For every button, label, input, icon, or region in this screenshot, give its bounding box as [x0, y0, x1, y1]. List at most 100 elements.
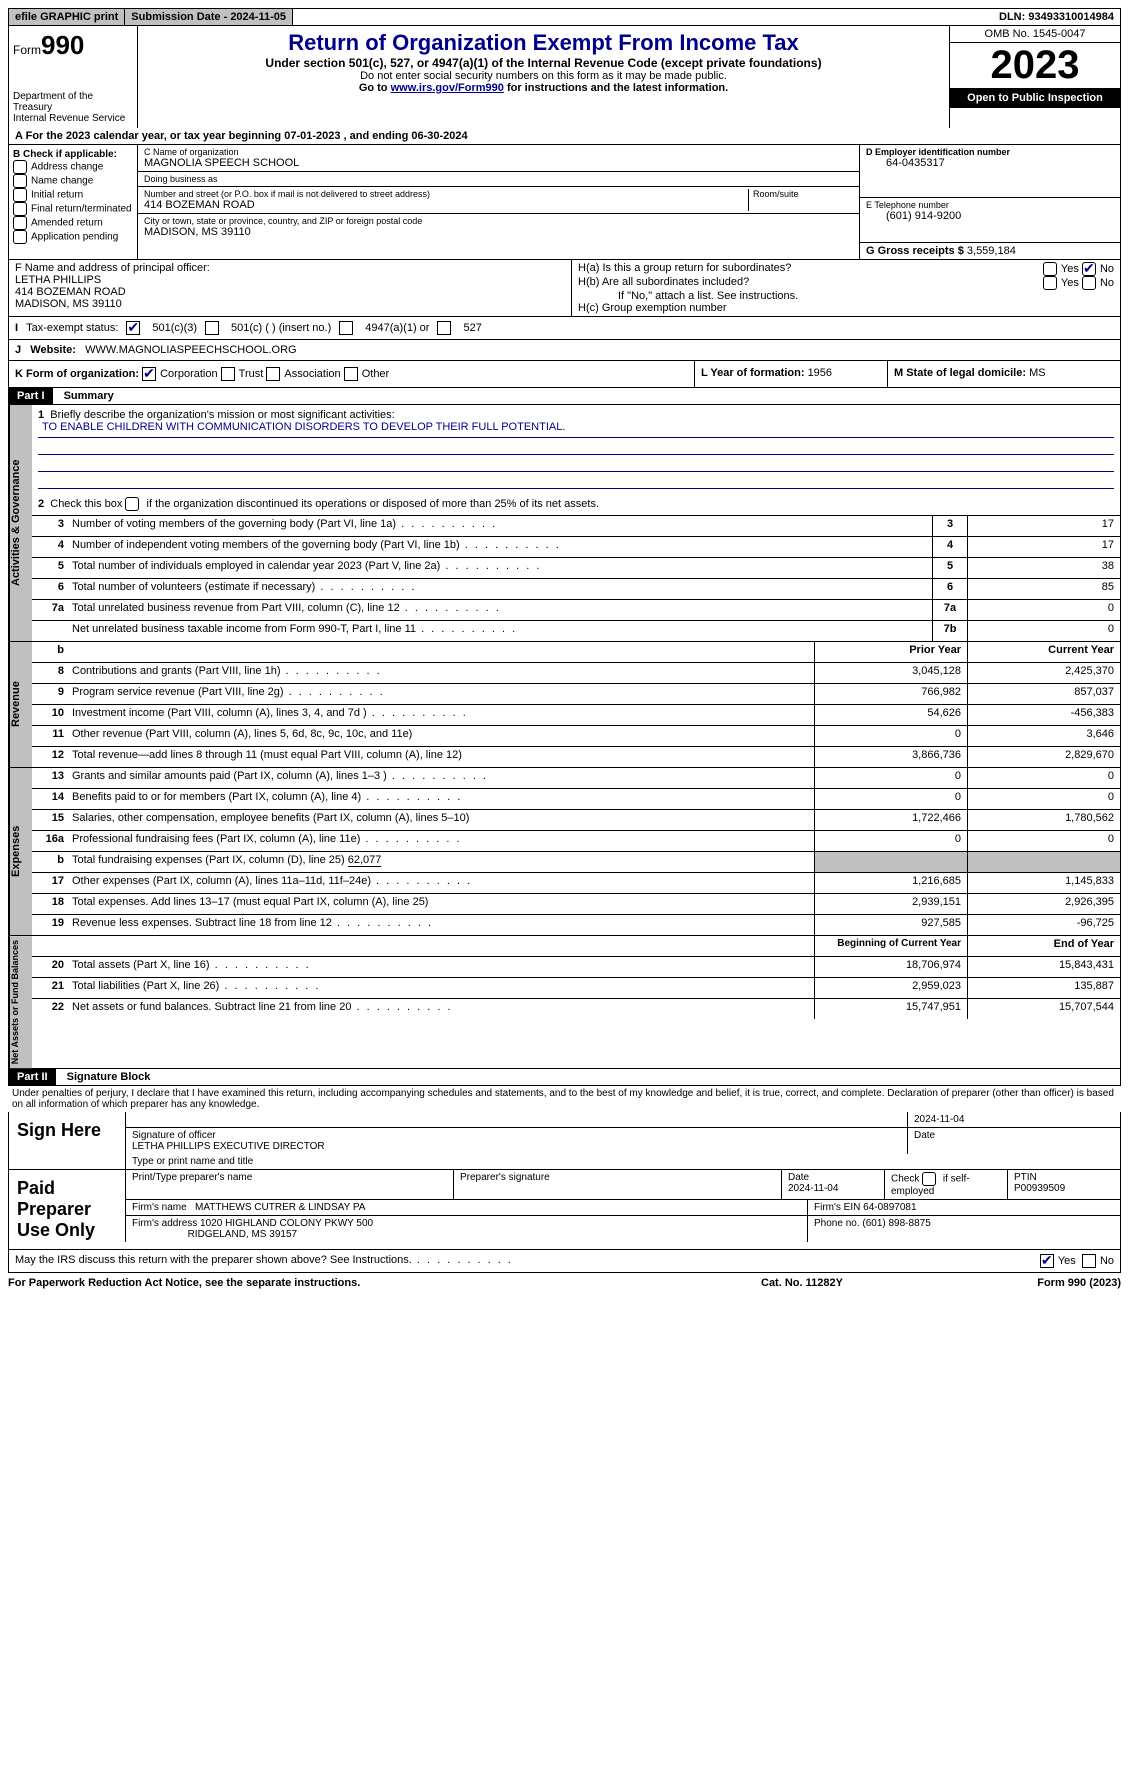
- cb-selfemp[interactable]: [922, 1172, 936, 1186]
- l7a-val: 0: [967, 600, 1120, 620]
- top-bar: efile GRAPHIC print Submission Date - 20…: [8, 8, 1121, 26]
- prep-name-label: Print/Type preparer's name: [125, 1170, 453, 1199]
- l13-prior: 0: [814, 768, 967, 788]
- ptin-label: PTIN: [1014, 1172, 1037, 1183]
- cb-name-change[interactable]: [13, 174, 27, 188]
- prep-date-label: Date: [788, 1172, 809, 1183]
- l14-curr: 0: [967, 789, 1120, 809]
- perjury-text: Under penalties of perjury, I declare th…: [8, 1086, 1121, 1112]
- l16b-shade1: [814, 852, 967, 872]
- ein-label: D Employer identification number: [866, 147, 1114, 157]
- room-label: Room/suite: [753, 189, 853, 199]
- l12-desc: Total revenue—add lines 8 through 11 (mu…: [68, 747, 814, 767]
- omb-number: OMB No. 1545-0047: [950, 26, 1120, 43]
- addr-value: 414 BOZEMAN ROAD: [144, 199, 748, 211]
- l13-desc: Grants and similar amounts paid (Part IX…: [68, 768, 814, 788]
- firm-phone-label: Phone no.: [814, 1218, 862, 1229]
- firm-addr-label: Firm's address: [132, 1218, 197, 1229]
- cb-501c3[interactable]: [126, 321, 140, 335]
- col-d-ein: D Employer identification number64-04353…: [859, 145, 1120, 259]
- l7b-val: 0: [967, 621, 1120, 641]
- cb-app-pending[interactable]: [13, 230, 27, 244]
- firm-ein-label: Firm's EIN: [814, 1202, 860, 1213]
- l17-desc: Other expenses (Part IX, column (A), lin…: [68, 873, 814, 893]
- open-public: Open to Public Inspection: [950, 88, 1120, 108]
- l3-val: 17: [967, 516, 1120, 536]
- k-label: K Form of organization:: [15, 368, 139, 380]
- mission-text: TO ENABLE CHILDREN WITH COMMUNICATION DI…: [38, 421, 1114, 438]
- cb-corp[interactable]: [142, 367, 156, 381]
- cb-final-return[interactable]: [13, 202, 27, 216]
- discuss-question: May the IRS discuss this return with the…: [15, 1254, 1040, 1268]
- cb-address-change[interactable]: [13, 160, 27, 174]
- footer-form: Form 990 (2023): [961, 1277, 1121, 1289]
- cb-other[interactable]: [344, 367, 358, 381]
- city-label: City or town, state or province, country…: [144, 216, 853, 226]
- form-header: Form990 Department of the Treasury Inter…: [8, 26, 1121, 128]
- cb-discuss-yes[interactable]: [1040, 1254, 1054, 1268]
- gross-label: G Gross receipts $: [866, 245, 967, 257]
- ein-value: 64-0435317: [866, 157, 1114, 169]
- irs-link[interactable]: www.irs.gov/Form990: [391, 82, 504, 94]
- cb-discontinued[interactable]: [125, 497, 139, 511]
- l17-curr: 1,145,833: [967, 873, 1120, 893]
- cb-501c[interactable]: [205, 321, 219, 335]
- website-label: Website:: [30, 344, 76, 356]
- l16b-desc: Total fundraising expenses (Part IX, col…: [68, 852, 814, 872]
- cb-assoc[interactable]: [266, 367, 280, 381]
- city-value: MADISON, MS 39110: [144, 226, 853, 238]
- l1-desc: Briefly describe the organization's miss…: [50, 409, 394, 421]
- col-f-officer: F Name and address of principal officer:…: [9, 260, 572, 316]
- sign-here-label: Sign Here: [9, 1112, 125, 1169]
- l7b-desc: Net unrelated business taxable income fr…: [68, 621, 932, 641]
- b-label: B Check if applicable:: [13, 149, 117, 160]
- cb-discuss-no[interactable]: [1082, 1254, 1096, 1268]
- l8-prior: 3,045,128: [814, 663, 967, 683]
- l7a-desc: Total unrelated business revenue from Pa…: [68, 600, 932, 620]
- l19-curr: -96,725: [967, 915, 1120, 935]
- cb-hb-no[interactable]: [1082, 276, 1096, 290]
- cb-ha-no[interactable]: [1082, 262, 1096, 276]
- l5-desc: Total number of individuals employed in …: [68, 558, 932, 578]
- l5-val: 38: [967, 558, 1120, 578]
- l18-prior: 2,939,151: [814, 894, 967, 914]
- row-j-website: J Website: WWW.MAGNOLIASPEECHSCHOOL.ORG: [8, 340, 1121, 361]
- m-label: M State of legal domicile:: [894, 367, 1029, 379]
- cb-527[interactable]: [437, 321, 451, 335]
- phone-label: E Telephone number: [866, 200, 1114, 210]
- cb-4947[interactable]: [339, 321, 353, 335]
- col-h-group: H(a) Is this a group return for subordin…: [572, 260, 1120, 316]
- part1-title: Summary: [56, 390, 114, 402]
- exp-vert-label: Expenses: [9, 768, 32, 935]
- l9-curr: 857,037: [967, 684, 1120, 704]
- addr-label: Number and street (or P.O. box if mail i…: [144, 189, 748, 199]
- part1-header: Part I Summary: [8, 388, 1121, 405]
- page-footer: For Paperwork Reduction Act Notice, see …: [8, 1273, 1121, 1293]
- l9-prior: 766,982: [814, 684, 967, 704]
- l12-curr: 2,829,670: [967, 747, 1120, 767]
- section-revenue: Revenue bPrior YearCurrent Year 8Contrib…: [8, 642, 1121, 768]
- l2b: if the organization discontinued its ope…: [143, 498, 599, 510]
- cb-initial-return[interactable]: [13, 188, 27, 202]
- l16a-curr: 0: [967, 831, 1120, 851]
- l10-desc: Investment income (Part VIII, column (A)…: [68, 705, 814, 725]
- form-number: Form990: [13, 30, 133, 61]
- irs-label: Internal Revenue Service: [13, 113, 133, 124]
- l11-desc: Other revenue (Part VIII, column (A), li…: [68, 726, 814, 746]
- footer-pra: For Paperwork Reduction Act Notice, see …: [8, 1277, 761, 1289]
- cb-amended[interactable]: [13, 216, 27, 230]
- form-subtitle-3: Go to www.irs.gov/Form990 for instructio…: [142, 82, 945, 94]
- part2-header: Part II Signature Block: [8, 1069, 1121, 1086]
- dba-label: Doing business as: [144, 174, 853, 184]
- hb-note: If "No," attach a list. See instructions…: [578, 290, 1114, 302]
- efile-label[interactable]: efile GRAPHIC print: [9, 9, 125, 25]
- firm-addr2: RIDGELAND, MS 39157: [188, 1229, 298, 1240]
- cb-ha-yes[interactable]: [1043, 262, 1057, 276]
- cb-hb-yes[interactable]: [1043, 276, 1057, 290]
- l21-eoy: 135,887: [967, 978, 1120, 998]
- l-value: 1956: [808, 367, 832, 379]
- org-name-label: C Name of organization: [144, 147, 853, 157]
- cb-trust[interactable]: [221, 367, 235, 381]
- gross-value: 3,559,184: [967, 245, 1016, 257]
- l15-desc: Salaries, other compensation, employee b…: [68, 810, 814, 830]
